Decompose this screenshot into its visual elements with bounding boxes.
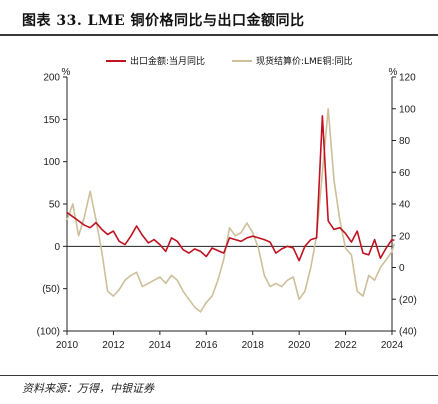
bottom-divider xyxy=(0,375,438,376)
right-tick-label: 80 xyxy=(399,136,411,147)
left-tick-label: 150 xyxy=(43,115,60,126)
left-axis-unit: % xyxy=(62,67,71,78)
right-tick-label: (20) xyxy=(399,295,417,306)
chart-title: 图表 33. LME 铜价格同比与出口金额同比 xyxy=(22,13,305,29)
right-tick-label: 40 xyxy=(399,200,411,211)
x-tick-label: 2022 xyxy=(334,340,357,351)
x-tick-label: 2010 xyxy=(56,340,79,351)
series-line-export xyxy=(66,115,395,262)
legend: 出口金额:当月同比 现货结算价:LME铜:同比 xyxy=(106,55,353,67)
right-axis-ticks: 120 100 80 60 40 20 0 (20) (40)% xyxy=(389,67,417,338)
series-layer xyxy=(66,108,396,313)
source-note: 资料来源：万得，中银证券 xyxy=(22,382,154,395)
right-tick-label: 0 xyxy=(399,263,405,274)
left-tick-label: (100) xyxy=(37,327,60,338)
x-tick-label: 2014 xyxy=(149,340,172,351)
left-tick-label: 200 xyxy=(43,73,60,84)
x-axis-ticks: 2010 2012 2014 2016 2018 2020 2022 2024 xyxy=(56,331,404,351)
left-axis-ticks: 200 150 100 50 0 (50) (100)% xyxy=(37,67,71,338)
x-tick-label: 2024 xyxy=(381,340,404,351)
right-tick-label: 20 xyxy=(399,231,411,242)
x-tick-label: 2016 xyxy=(195,340,218,351)
right-tick-label: 100 xyxy=(399,104,416,115)
left-tick-label: (50) xyxy=(42,284,60,295)
x-tick-label: 2012 xyxy=(102,340,125,351)
legend-label-copper: 现货结算价:LME铜:同比 xyxy=(256,55,353,67)
x-tick-label: 2020 xyxy=(288,340,311,351)
left-tick-label: 0 xyxy=(54,242,60,253)
legend-label-export: 出口金额:当月同比 xyxy=(130,55,205,67)
right-tick-label: (40) xyxy=(399,327,417,338)
series-line-copper xyxy=(66,108,396,313)
top-divider xyxy=(0,34,438,36)
right-axis-unit: % xyxy=(389,67,398,78)
right-tick-label: 60 xyxy=(399,168,411,179)
x-tick-label: 2018 xyxy=(242,340,265,351)
left-tick-label: 100 xyxy=(43,157,60,168)
right-tick-label: 120 xyxy=(399,73,416,84)
left-tick-label: 50 xyxy=(49,200,61,211)
